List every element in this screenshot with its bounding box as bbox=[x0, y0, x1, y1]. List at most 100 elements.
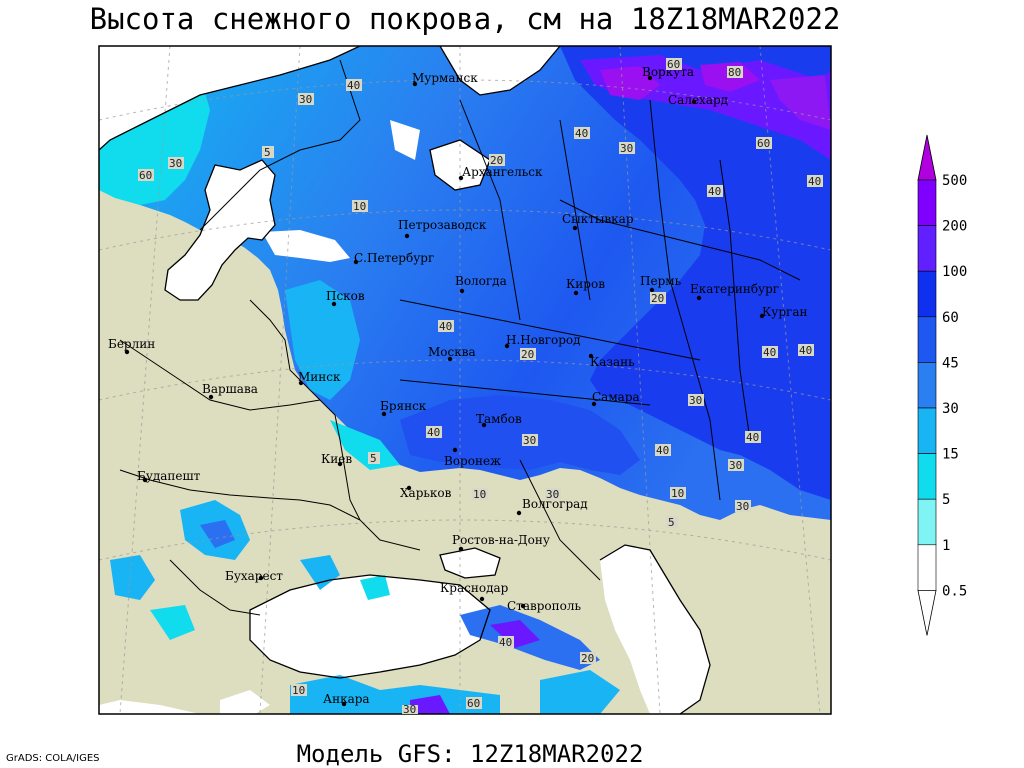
svg-text:Анкара: Анкара bbox=[323, 692, 370, 706]
contour-label: 40 bbox=[807, 175, 823, 188]
model-subtitle: Модель GFS: 12Z18MAR2022 bbox=[296, 740, 644, 768]
city-krasnodar: Краснодар bbox=[440, 581, 509, 602]
city-stavropol: Ставрополь bbox=[507, 599, 581, 613]
contour-label: 40 bbox=[798, 344, 814, 357]
svg-text:Будапешт: Будапешт bbox=[137, 469, 201, 483]
svg-text:Тамбов: Тамбов bbox=[476, 412, 522, 426]
svg-text:Варшава: Варшава bbox=[202, 382, 258, 396]
svg-text:Ростов-на-Дону: Ростов-на-Дону bbox=[452, 533, 550, 547]
svg-text:40: 40 bbox=[347, 79, 360, 92]
svg-text:Берлин: Берлин bbox=[108, 337, 155, 351]
contour-label: 20 bbox=[580, 652, 596, 665]
city-murmansk: Мурманск bbox=[412, 71, 478, 87]
svg-text:60: 60 bbox=[757, 137, 770, 150]
svg-text:40: 40 bbox=[808, 175, 821, 188]
city-tambov: Тамбов bbox=[476, 412, 522, 428]
svg-text:Киров: Киров bbox=[566, 277, 605, 291]
svg-text:40: 40 bbox=[499, 636, 512, 649]
legend-swatch bbox=[917, 453, 937, 500]
svg-text:40: 40 bbox=[439, 320, 452, 333]
svg-text:Брянск: Брянск bbox=[380, 399, 427, 413]
contour-label: 10 bbox=[291, 684, 307, 697]
svg-text:10: 10 bbox=[292, 684, 305, 697]
contour-label: 30 bbox=[402, 703, 418, 716]
city-bryansk: Брянск bbox=[380, 399, 427, 417]
legend-tick-label: 15 bbox=[942, 447, 959, 463]
contour-label: 5 bbox=[368, 452, 380, 465]
city-moscow: Москва bbox=[428, 345, 476, 362]
svg-text:10: 10 bbox=[353, 200, 366, 213]
city-kharkov: Харьков bbox=[400, 485, 452, 500]
legend-tick-label: 45 bbox=[942, 355, 959, 371]
contour-label: 40 bbox=[707, 185, 723, 198]
contour-label: 80 bbox=[727, 66, 743, 79]
svg-text:20: 20 bbox=[581, 652, 594, 665]
svg-text:Волгоград: Волгоград bbox=[522, 497, 588, 511]
legend-swatch bbox=[917, 179, 937, 226]
svg-text:С.Петербург: С.Петербург bbox=[354, 251, 434, 265]
svg-text:Ставрополь: Ставрополь bbox=[507, 599, 581, 613]
svg-text:Екатеринбург: Екатеринбург bbox=[690, 282, 779, 296]
contour-label: 5 bbox=[666, 516, 678, 529]
svg-text:30: 30 bbox=[546, 488, 559, 501]
svg-text:Харьков: Харьков bbox=[400, 486, 452, 500]
city-spb: С.Петербург bbox=[353, 251, 434, 265]
city-nnovgorod: Н.Новгород bbox=[504, 333, 581, 349]
city-samara: Самара bbox=[591, 390, 640, 407]
contour-label: 20 bbox=[650, 292, 666, 305]
svg-text:Н.Новгород: Н.Новгород bbox=[506, 333, 581, 347]
city-ekaterinburg: Екатеринбург bbox=[690, 282, 779, 301]
svg-text:Казань: Казань bbox=[590, 355, 635, 369]
svg-text:Воронеж: Воронеж bbox=[444, 454, 501, 468]
svg-text:30: 30 bbox=[736, 500, 749, 513]
svg-text:Минск: Минск bbox=[298, 370, 341, 384]
city-kirov: Киров bbox=[566, 277, 605, 296]
svg-text:Киев: Киев bbox=[321, 452, 352, 466]
svg-text:60: 60 bbox=[139, 169, 152, 182]
legend-swatch bbox=[917, 270, 937, 318]
svg-text:5: 5 bbox=[668, 516, 675, 529]
contour-label: 30 bbox=[298, 93, 314, 106]
svg-text:60: 60 bbox=[667, 58, 680, 71]
contour-label: 40 bbox=[762, 346, 778, 359]
legend-swatch bbox=[917, 544, 937, 591]
contour-label: 40 bbox=[498, 636, 514, 649]
contour-label: 30 bbox=[688, 394, 704, 407]
legend-colorbar: 500 200 100 60 45 30 15 5 1 0.5 bbox=[917, 134, 967, 636]
contour-labels: 40 30 40 30 60 80 60 40 40 20 10 5 60 30… bbox=[138, 58, 823, 716]
svg-text:30: 30 bbox=[729, 459, 742, 472]
city-budapest: Будапешт bbox=[137, 469, 201, 483]
svg-text:30: 30 bbox=[620, 142, 633, 155]
svg-text:5: 5 bbox=[370, 452, 377, 465]
contour-label: 30 bbox=[619, 142, 635, 155]
city-bucharest: Бухарест bbox=[225, 569, 283, 583]
city-berlin: Берлин bbox=[108, 337, 155, 355]
city-warsaw: Варшава bbox=[202, 382, 258, 400]
city-ankara: Анкара bbox=[323, 692, 370, 707]
svg-text:60: 60 bbox=[467, 697, 480, 710]
contour-label: 30 bbox=[545, 488, 561, 501]
svg-text:Бухарест: Бухарест bbox=[225, 569, 283, 583]
legend-tick-label: 0.5 bbox=[942, 583, 967, 599]
city-perm: Пермь bbox=[640, 274, 682, 293]
legend-tick-label: 100 bbox=[942, 264, 967, 280]
svg-text:20: 20 bbox=[651, 292, 664, 305]
city-petrozavodsk: Петрозаводск bbox=[398, 218, 487, 239]
svg-text:Сыктывкар: Сыктывкар bbox=[562, 212, 634, 226]
contour-label: 30 bbox=[735, 500, 751, 513]
contour-label: 40 bbox=[655, 444, 671, 457]
legend-tick-label: 5 bbox=[942, 492, 950, 508]
baltic-sea bbox=[165, 160, 275, 300]
svg-text:Пермь: Пермь bbox=[640, 274, 682, 288]
svg-text:40: 40 bbox=[746, 431, 759, 444]
legend-tick-label: 30 bbox=[942, 401, 959, 417]
svg-text:Петрозаводск: Петрозаводск bbox=[398, 218, 487, 232]
svg-text:40: 40 bbox=[656, 444, 669, 457]
map-title: Высота снежного покрова, см на 18Z18MAR2… bbox=[89, 2, 841, 36]
city-kazan: Казань bbox=[588, 353, 635, 369]
svg-text:30: 30 bbox=[299, 93, 312, 106]
legend-swatch bbox=[917, 316, 937, 363]
azov-sea bbox=[440, 548, 500, 578]
svg-text:Москва: Москва bbox=[428, 345, 476, 359]
